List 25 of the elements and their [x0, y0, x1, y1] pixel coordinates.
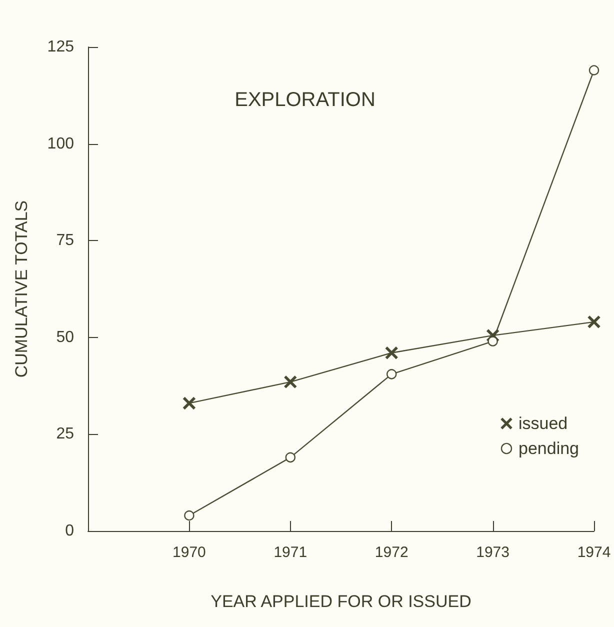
point — [386, 346, 398, 359]
point — [588, 316, 600, 328]
y-tick-label: 25 — [56, 426, 74, 443]
point — [488, 336, 498, 346]
point — [386, 369, 397, 380]
y-tick-label: 100 — [47, 135, 74, 152]
x-tick-label: 1971 — [274, 544, 308, 561]
point — [285, 452, 296, 463]
y-tick-label: 50 — [56, 328, 74, 346]
point — [184, 510, 194, 521]
legend-label: pending — [518, 439, 580, 458]
x-axis-title: YEAR APPLIED FOR OR ISSUED — [210, 592, 472, 611]
x-tick-label: 1970 — [172, 544, 206, 561]
y-tick-label: 75 — [56, 232, 74, 250]
x-tick-label: 1973 — [476, 544, 510, 561]
y-axis-title: CUMULATIVE TOTALS — [12, 200, 31, 378]
point — [284, 376, 296, 388]
x-tick-label: 1972 — [374, 544, 408, 561]
point — [588, 65, 600, 76]
legend-label: issued — [518, 414, 568, 433]
y-tick-label: 125 — [47, 38, 74, 56]
x-tick-label: 1974 — [577, 544, 611, 561]
point — [183, 397, 196, 410]
text: EXPLORATION — [234, 89, 376, 111]
y-tick-label: 0 — [65, 522, 74, 540]
